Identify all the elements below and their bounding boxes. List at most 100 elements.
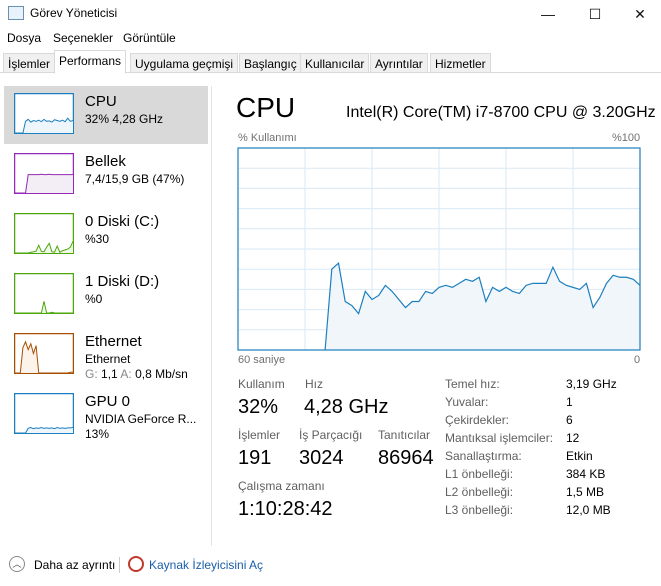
- detail-label: Sanallaştırma:: [445, 449, 522, 463]
- detail-label: Yuvalar:: [445, 395, 489, 409]
- speed-value: 4,28 GHz: [304, 396, 389, 418]
- sidebar-item-sub: %30: [85, 232, 110, 246]
- sidebar-item-gpu[interactable]: GPU 0 NVIDIA GeForce R... 13%: [4, 386, 208, 444]
- threads-value: 3024: [299, 447, 344, 469]
- sidebar-item-label: Bellek: [85, 153, 126, 170]
- sidebar-item-sub: Ethernet: [85, 352, 131, 366]
- handles-value: 86964: [378, 447, 434, 469]
- tab-users[interactable]: Kullanıcılar: [300, 53, 370, 73]
- sidebar-item-label: GPU 0: [85, 393, 131, 410]
- sidebar-item-sub: 32% 4,28 GHz: [85, 112, 164, 126]
- thumbnail-line: [15, 340, 73, 374]
- processes-label: İşlemler: [238, 428, 281, 442]
- graph-y-label: % Kullanımı: [238, 132, 297, 144]
- sidebar-item-sub: 7,4/15,9 GB (47%): [85, 172, 185, 186]
- task-manager-icon: [8, 6, 24, 20]
- ethernet-thumbnail: [14, 333, 74, 374]
- page-title: CPU: [236, 92, 296, 123]
- sidebar-item-throughput: G: 1,1 A: 0,8 Mb/sn: [85, 367, 188, 381]
- send-value: 0,8 Mb/sn: [135, 367, 188, 381]
- title-bar: Görev Yöneticisi — ☐ ✕: [0, 0, 661, 28]
- tab-processes[interactable]: İşlemler: [3, 53, 56, 73]
- gpu-thumbnail: [14, 393, 74, 434]
- detail-value: 6: [566, 413, 573, 427]
- graph-border: [237, 147, 641, 351]
- disk-c-thumbnail: [14, 213, 74, 254]
- thumbnail-line: [15, 241, 74, 254]
- detail-label: L2 önbelleği:: [445, 485, 514, 499]
- graph-y-max: %100: [612, 132, 641, 144]
- detail-label: L1 önbelleği:: [445, 467, 514, 481]
- thumbnail-frame: [14, 213, 74, 254]
- detail-value: 12,0 MB: [566, 503, 611, 517]
- tab-performance[interactable]: Performans: [54, 50, 127, 74]
- send-label: A:: [120, 367, 132, 381]
- thumbnail-area: [15, 341, 73, 373]
- menu-options[interactable]: Seçenekler: [53, 31, 114, 45]
- processes-value: 191: [238, 447, 272, 469]
- uptime-label: Çalışma zamanı: [238, 479, 325, 493]
- uptime-value: 1:10:28:42: [238, 498, 333, 520]
- disk-d-thumbnail: [14, 273, 74, 314]
- cpu-model: Intel(R) Core(TM) i7-8700 CPU @ 3.20GHz: [346, 104, 656, 121]
- resource-monitor-icon: [128, 556, 144, 572]
- usage-label: Kullanım: [238, 377, 285, 391]
- handles-label: Tanıtıcılar: [378, 428, 431, 442]
- maximize-button[interactable]: ☐: [588, 5, 602, 22]
- thumbnail-area: [15, 118, 73, 133]
- close-button[interactable]: ✕: [634, 5, 646, 22]
- thumbnail-area: [15, 301, 73, 313]
- fewer-details-link[interactable]: Daha az ayrıntı: [34, 558, 116, 572]
- speed-label: Hız: [305, 377, 323, 391]
- detail-value: 384 KB: [566, 467, 606, 481]
- receive-value: 1,1: [101, 367, 118, 381]
- detail-value: 1: [566, 395, 573, 409]
- threads-label: İş Parçacığı: [299, 428, 363, 442]
- menu-file[interactable]: Dosya: [7, 31, 42, 45]
- thumbnail-area: [15, 174, 73, 193]
- tab-details[interactable]: Ayrıntılar: [370, 53, 428, 73]
- sidebar-item-ethernet[interactable]: Ethernet Ethernet G: 1,1 A: 0,8 Mb/sn: [4, 326, 208, 384]
- tab-startup[interactable]: Başlangıç: [239, 53, 302, 73]
- tab-bar: İşlemler Performans Uygulama geçmişi Baş…: [0, 50, 661, 74]
- cpu-thumbnail: [14, 93, 74, 134]
- detail-label: Mantıksal işlemciler:: [445, 431, 554, 445]
- window-title: Görev Yöneticisi: [30, 6, 118, 20]
- detail-label: L3 önbelleği:: [445, 503, 514, 517]
- graph-x-left: 60 saniye: [238, 354, 286, 366]
- sidebar-item-usage: 13%: [85, 427, 110, 441]
- thumbnail-line: [15, 173, 73, 194]
- graph-x-right: 0: [634, 354, 641, 366]
- minimize-button[interactable]: —: [541, 6, 555, 22]
- footer: ︿ Daha az ayrıntı Kaynak İzleyicisini Aç: [0, 553, 661, 577]
- cpu-usage-graph: [237, 147, 641, 351]
- memory-thumbnail: [14, 153, 74, 194]
- menu-view[interactable]: Görüntüle: [123, 31, 176, 45]
- sidebar-item-label: 0 Diski (C:): [85, 213, 160, 230]
- chevron-up-icon[interactable]: ︿: [9, 556, 25, 572]
- thumbnail-line: [15, 301, 73, 314]
- detail-value: 3,19 GHz: [566, 377, 617, 391]
- open-resource-monitor-link[interactable]: Kaynak İzleyicisini Aç: [149, 558, 264, 572]
- thumbnail-line: [15, 427, 74, 434]
- detail-value: 1,5 MB: [566, 485, 605, 499]
- tab-app-history[interactable]: Uygulama geçmişi: [130, 53, 239, 73]
- tab-services[interactable]: Hizmetler: [430, 53, 491, 73]
- sidebar-item-sub: %0: [85, 292, 103, 306]
- sidebar-item-memory[interactable]: Bellek 7,4/15,9 GB (47%): [4, 146, 208, 204]
- thumbnail-frame: [14, 393, 74, 434]
- thumbnail-area: [15, 427, 73, 433]
- sidebar-item-disk-d[interactable]: 1 Diski (D:) %0: [4, 266, 208, 324]
- usage-value: 32%: [238, 396, 279, 418]
- footer-divider: [119, 557, 120, 573]
- detail-label: Çekirdekler:: [445, 413, 510, 427]
- sidebar-divider[interactable]: [211, 86, 212, 546]
- sidebar-item-label: Ethernet: [85, 333, 142, 350]
- receive-label: G:: [85, 367, 98, 381]
- sidebar-item-cpu[interactable]: CPU 32% 4,28 GHz: [4, 86, 208, 144]
- sidebar-item-disk-c[interactable]: 0 Diski (C:) %30: [4, 206, 208, 264]
- sidebar-item-sub: NVIDIA GeForce R...: [85, 412, 197, 426]
- detail-label: Temel hız:: [445, 377, 500, 391]
- detail-value: 12: [566, 431, 580, 445]
- detail-value: Etkin: [566, 449, 593, 463]
